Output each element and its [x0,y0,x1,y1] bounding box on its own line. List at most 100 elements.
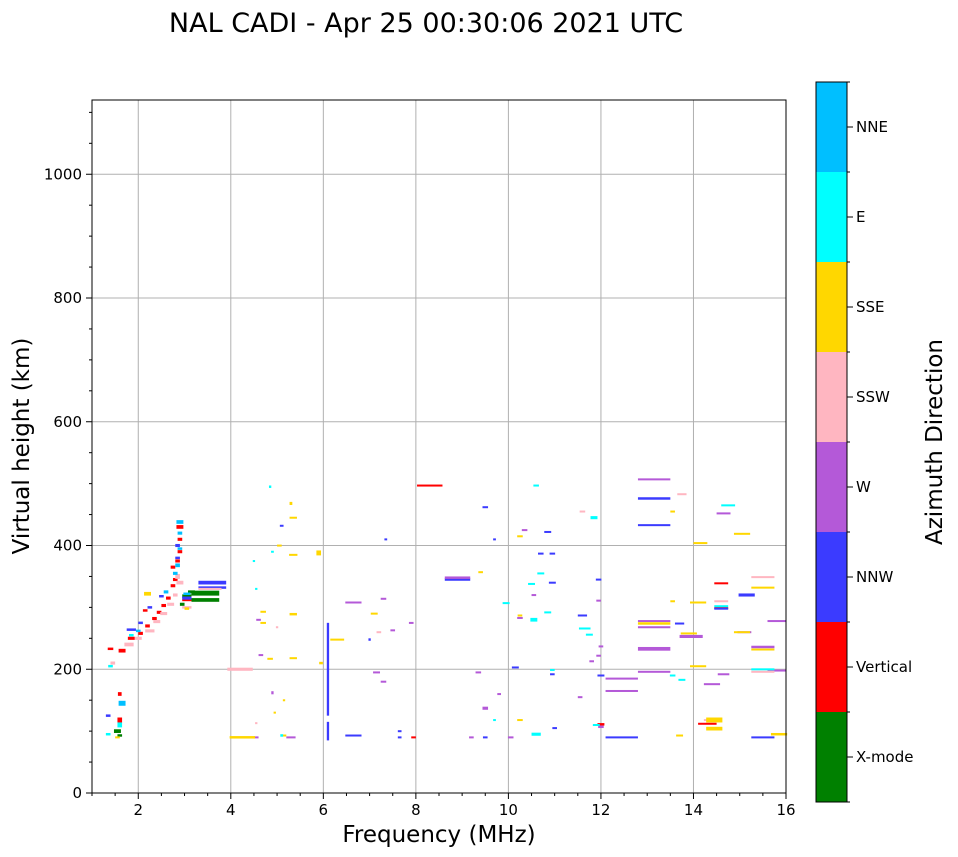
colorbar-tick-label: SSW [856,388,890,406]
data-point [751,645,775,649]
data-point [380,597,387,600]
x-tick-label: 6 [319,801,329,819]
plot-area: 2 4 6 8 10 12 14 16 0 200 400 600 800 1000 [44,99,796,819]
data-point [153,620,161,624]
data-point [138,631,143,635]
data-point [126,628,136,631]
data-point [384,538,388,541]
colorbar-frame [815,81,848,803]
data-point [577,614,588,617]
data-point [538,552,544,555]
data-point [493,719,496,722]
data-point [502,602,510,605]
data-point [167,602,175,606]
data-point [118,700,126,706]
data-point [595,578,602,581]
data-point [680,632,697,635]
data-point [714,582,729,585]
series-x-mode [113,590,220,737]
data-point [511,666,519,669]
data-point [275,626,279,629]
x-tick-label: 14 [684,801,703,819]
data-point [110,661,116,665]
data-point [277,544,282,547]
data-point [549,552,556,555]
data-point [326,622,330,716]
data-point [260,610,266,613]
colorbar-swatch [816,442,847,532]
data-point [770,732,788,736]
data-point [544,530,552,533]
data-point [118,648,126,653]
y-tick-label: 600 [53,413,82,431]
data-point [444,578,471,581]
colorbar-swatch [816,712,847,802]
data-point [408,621,414,624]
data-point [345,601,362,604]
y-axis-ticks: 0 200 400 600 800 1000 [44,111,92,802]
data-point [530,617,538,622]
plot-background [92,100,786,793]
data-point [124,642,134,647]
data-point [531,594,537,597]
data-point [147,606,153,609]
data-point [286,736,296,739]
data-point [706,717,723,723]
data-point [517,535,523,538]
data-point [175,559,180,563]
data-point [493,538,496,541]
data-point [255,722,258,725]
data-point [444,576,471,579]
data-point [175,563,180,568]
data-point [397,736,402,739]
y-tick-label: 400 [53,537,82,555]
data-point [537,572,545,575]
x-tick-label: 10 [499,801,518,819]
data-point [176,580,184,585]
data-point [198,580,227,585]
data-point [678,678,686,681]
data-point [411,736,416,739]
data-point [279,524,284,527]
x-tick-label: 2 [133,801,143,819]
data-point [751,586,775,589]
data-point [175,556,180,560]
data-point [166,596,171,600]
data-point [170,565,176,569]
data-point [550,668,555,671]
x-axis-label: Frequency (MHz) [342,822,535,848]
data-point [289,553,298,556]
data-point [191,590,220,596]
data-point [717,673,730,676]
data-point [703,683,721,686]
data-point [184,607,190,610]
data-point [258,654,264,657]
data-point [170,584,176,588]
data-point [198,587,222,590]
colorbar-swatch [816,172,847,262]
data-point [597,723,605,726]
data-point [156,610,162,614]
y-tick-label: 0 [72,784,82,802]
data-point [117,692,122,696]
data-point [597,674,605,677]
y-tick-label: 800 [53,289,82,307]
data-point [689,665,707,668]
series-nnw [105,497,775,741]
data-point [260,621,266,624]
data-point [637,478,671,481]
data-point [145,629,155,633]
data-point [390,629,396,632]
data-point [142,609,148,612]
data-point [552,727,557,730]
data-point [751,648,775,651]
data-point [144,591,151,596]
data-point [674,622,685,625]
data-point [417,484,443,487]
data-point [289,516,297,519]
data-point [475,671,482,674]
series-sse [115,501,788,739]
data-point [397,730,402,733]
data-point [693,542,708,545]
data-point [376,631,382,634]
